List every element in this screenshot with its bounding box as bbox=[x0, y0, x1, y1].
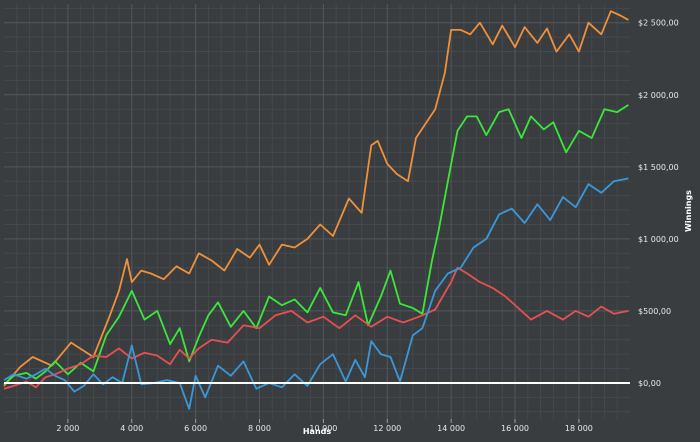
y-tick-label: $2 500,00 bbox=[638, 19, 679, 28]
x-tick-label: 16 000 bbox=[501, 424, 529, 433]
series-line-4 bbox=[3, 177, 629, 410]
x-tick-label: 10 000 bbox=[309, 424, 337, 433]
x-tick-label: 6 000 bbox=[184, 424, 207, 433]
y-tick-label: $0,00 bbox=[638, 379, 661, 388]
x-tick-label: 4 000 bbox=[120, 424, 143, 433]
series-line-1 bbox=[3, 10, 629, 387]
y-tick-label: $500,00 bbox=[638, 307, 671, 316]
series-layer bbox=[3, 10, 629, 410]
y-tick-label: $1 500,00 bbox=[638, 163, 679, 172]
y-axis-ticks: $0,00 $500,00 $1 000,00 $1 500,00 $2 000,00 $… bbox=[638, 19, 679, 388]
x-tick-label: 12 000 bbox=[373, 424, 401, 433]
plot-background bbox=[4, 4, 630, 419]
x-tick-label: 18 000 bbox=[565, 424, 593, 433]
x-tick-label: 14 000 bbox=[437, 424, 465, 433]
series-line-3 bbox=[3, 266, 629, 390]
y-tick-label: $2 000,00 bbox=[638, 91, 679, 100]
x-axis-ticks: 2 000 4 000 6 000 8 000 10 000 12 000 14 000 16… bbox=[56, 419, 593, 433]
y-tick-label: $1 000,00 bbox=[638, 235, 679, 244]
x-tick-label: 2 000 bbox=[56, 424, 79, 433]
x-axis-title: Hands bbox=[303, 427, 332, 436]
x-tick-label: 8 000 bbox=[248, 424, 271, 433]
series-line-2 bbox=[3, 104, 629, 386]
y-axis-title: Winnings bbox=[684, 190, 693, 232]
